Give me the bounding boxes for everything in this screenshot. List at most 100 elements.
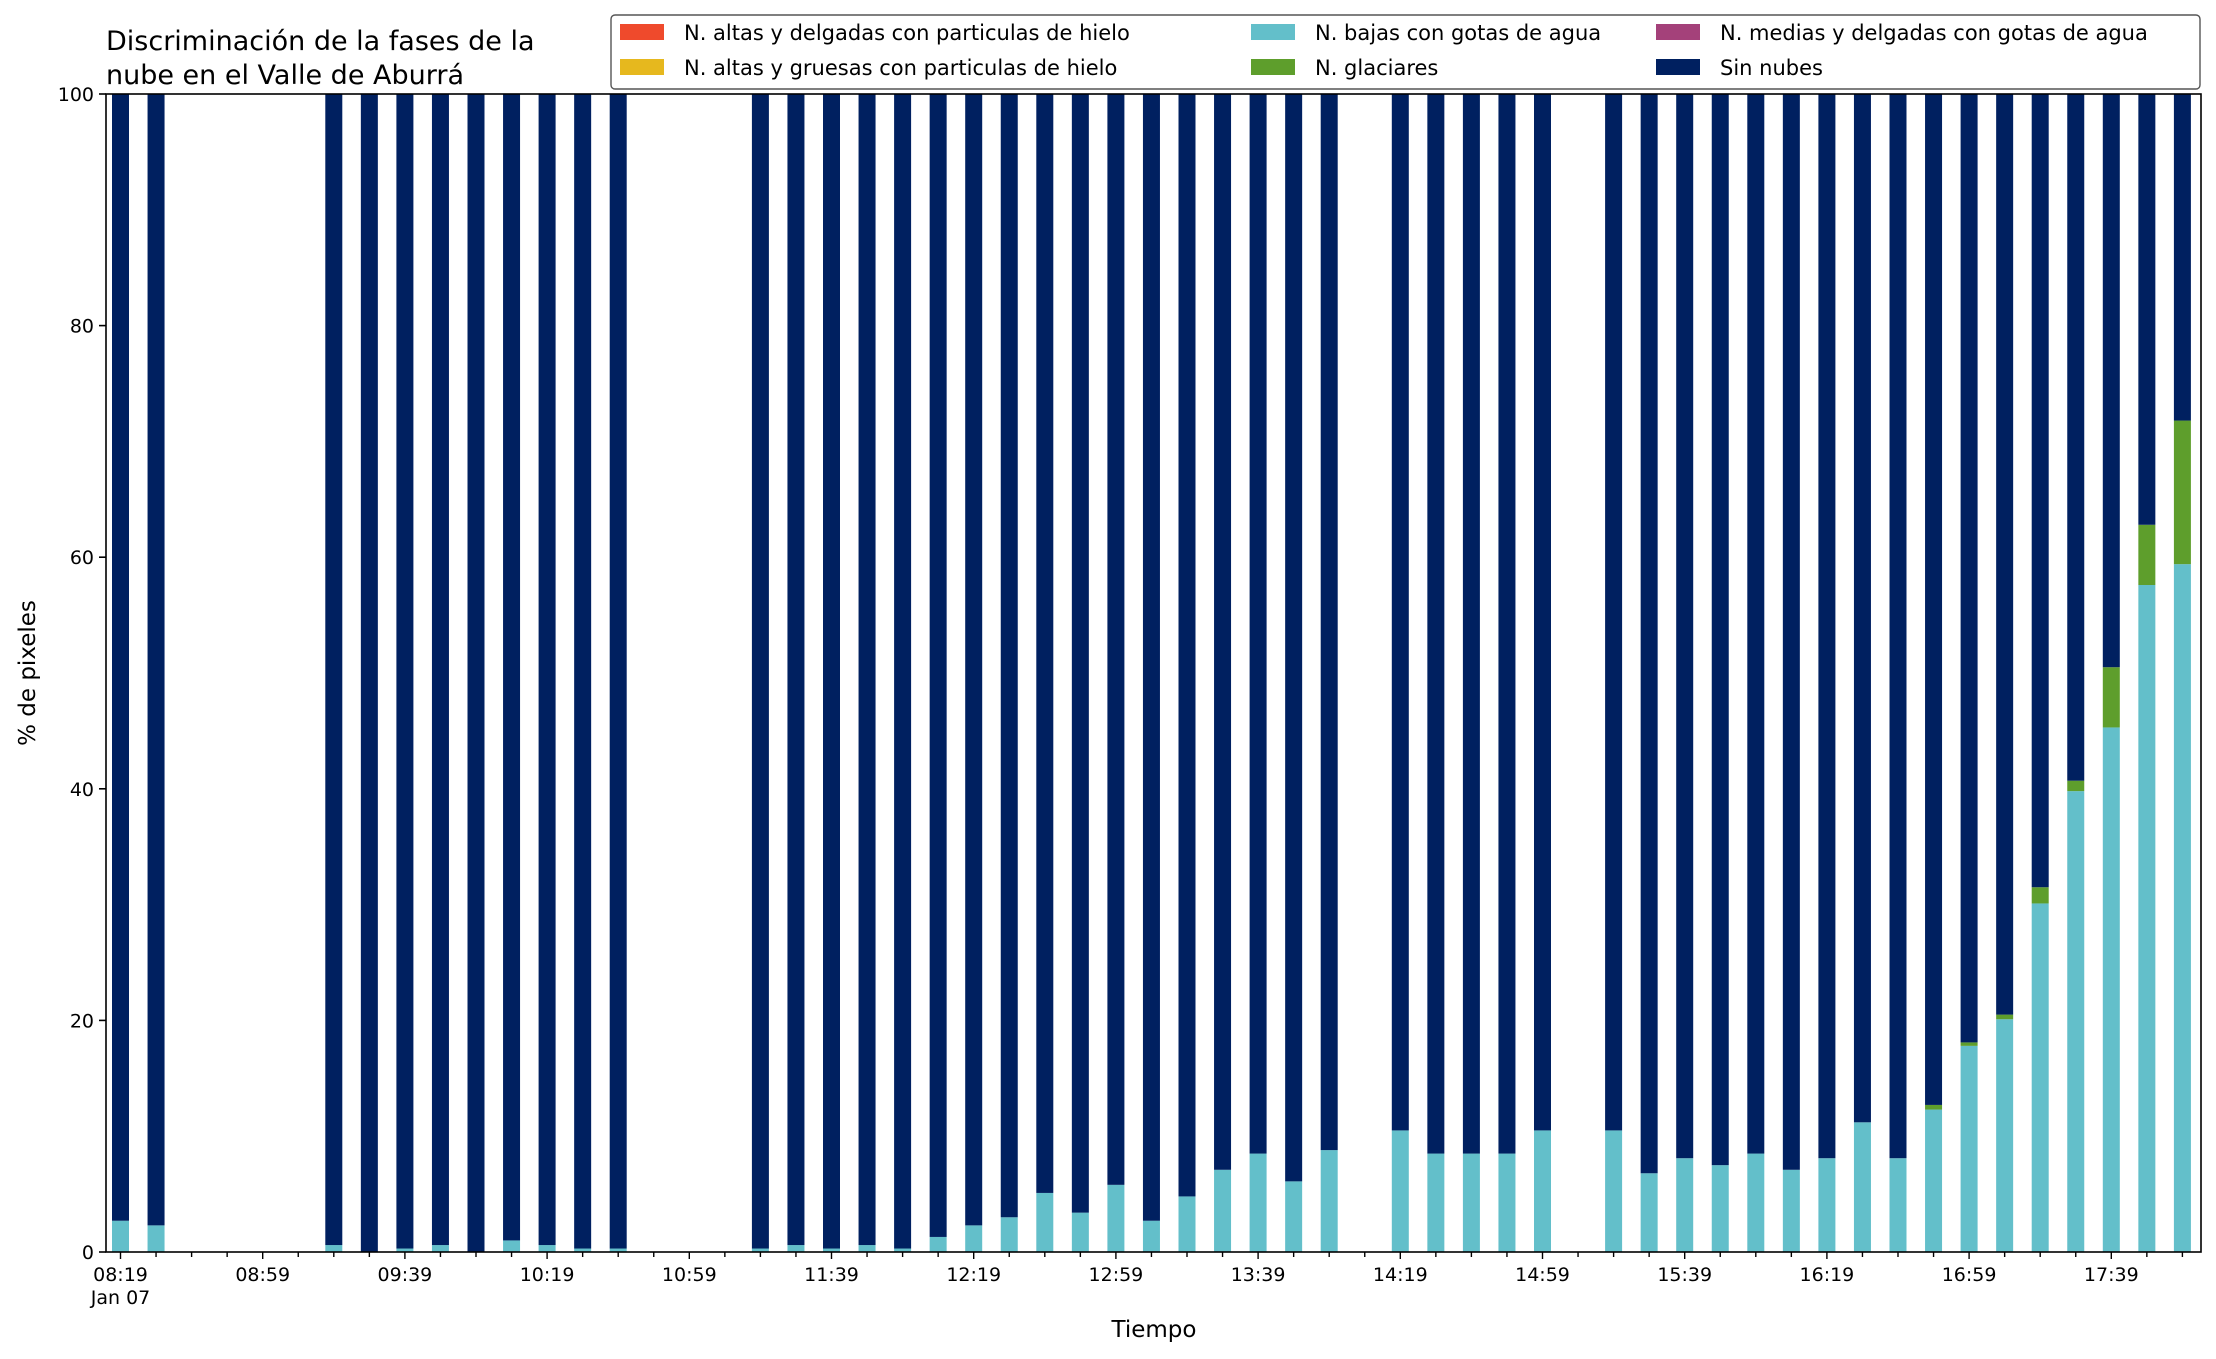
bar-segment-2-58: [2173, 564, 2191, 1252]
x-tick-label-11: 15:39: [1657, 1264, 1712, 1286]
x-tick-label-5: 11:39: [804, 1264, 859, 1286]
bar-segment-5-30: [1178, 94, 1196, 1197]
bar-segment-5-29: [1142, 94, 1160, 1221]
x-tick-label-8: 13:39: [1231, 1264, 1286, 1286]
bars-layer: [112, 94, 2191, 1252]
bar-segment-5-25: [1000, 94, 1018, 1218]
bar-segment-2-0: [112, 1220, 129, 1252]
x-tick-label-6: 12:19: [946, 1264, 1001, 1286]
x-tick-label-0: 08:19: [93, 1264, 148, 1286]
bar-segment-2-34: [1320, 1150, 1338, 1252]
x-tick-sublabel: Jan 07: [90, 1287, 151, 1309]
legend-label-4: N. glaciares: [1315, 56, 1438, 80]
bar-segment-2-50: [1889, 1158, 1907, 1252]
bar-segment-5-32: [1249, 94, 1267, 1154]
bar-segment-5-12: [538, 94, 556, 1246]
y-tick-label-0: 0: [82, 1242, 94, 1264]
bar-segment-5-52: [1960, 94, 1978, 1043]
bar-segment-5-58: [2173, 94, 2191, 421]
bar-segment-4-54: [2031, 887, 2049, 904]
legend-label-0: N. altas y delgadas con particulas de hi…: [684, 21, 1130, 45]
bar-segment-2-28: [1107, 1184, 1125, 1252]
bar-segment-5-44: [1676, 94, 1694, 1159]
bar-segment-5-13: [574, 94, 592, 1249]
bar-segment-2-19: [787, 1245, 805, 1252]
bar-segment-2-9: [431, 1245, 449, 1252]
bar-segment-2-46: [1747, 1153, 1765, 1252]
bar-segment-2-21: [858, 1245, 876, 1252]
legend-box: [610, 14, 2201, 90]
bar-segment-5-8: [396, 94, 414, 1249]
bar-segment-2-55: [2067, 791, 2085, 1252]
bar-segment-2-6: [325, 1245, 343, 1252]
bar-segment-5-57: [2138, 94, 2156, 525]
bar-segment-5-48: [1818, 94, 1836, 1159]
bar-segment-2-22: [894, 1248, 912, 1252]
bar-segment-5-45: [1711, 94, 1729, 1166]
bar-segment-2-8: [396, 1248, 414, 1252]
legend-swatch-5: [1656, 59, 1700, 75]
bar-segment-2-11: [503, 1240, 521, 1252]
y-axis: 0 20 40 60 80 100: [58, 84, 106, 1264]
bar-segment-5-28: [1107, 94, 1125, 1185]
bar-segment-5-24: [965, 94, 983, 1226]
bar-segment-5-36: [1391, 94, 1409, 1131]
bar-segment-5-34: [1320, 94, 1338, 1151]
bar-segment-4-56: [2102, 667, 2120, 728]
bar-segment-2-25: [1000, 1217, 1018, 1252]
x-tick-label-2: 09:39: [378, 1264, 433, 1286]
bar-segment-2-12: [538, 1245, 556, 1252]
legend-label-1: N. altas y gruesas con particulas de hie…: [684, 56, 1117, 80]
bar-segment-5-27: [1071, 94, 1089, 1213]
bar-segment-5-50: [1889, 94, 1907, 1159]
legend-swatch-3: [1656, 24, 1700, 40]
bar-segment-2-57: [2138, 584, 2156, 1252]
bar-segment-4-52: [1960, 1042, 1978, 1046]
bar-segment-5-9: [431, 94, 449, 1246]
bar-segment-2-40: [1534, 1130, 1551, 1252]
bar-segment-5-56: [2102, 94, 2120, 668]
y-axis-label: % de pixeles: [15, 600, 41, 746]
legend-swatch-2: [1251, 24, 1295, 40]
bar-segment-5-0: [112, 94, 129, 1221]
y-tick-label-5: 100: [58, 84, 94, 106]
bar-segment-5-31: [1214, 94, 1232, 1170]
legend-swatch-1: [620, 59, 664, 75]
bar-segment-2-54: [2031, 903, 2049, 1252]
bar-segment-2-49: [1853, 1122, 1871, 1252]
bar-segment-2-39: [1498, 1153, 1516, 1252]
x-tick-label-9: 14:19: [1373, 1264, 1428, 1286]
legend-label-3: N. medias y delgadas con gotas de agua: [1720, 21, 2148, 45]
x-tick-label-1: 08:59: [235, 1264, 290, 1286]
bar-segment-5-38: [1462, 94, 1480, 1154]
bar-segment-2-32: [1249, 1153, 1267, 1252]
bar-segment-4-57: [2138, 524, 2156, 585]
x-axis: 08:19 08:59 09:39 10:19 10:59 11:39 12:19 12:59…: [90, 1252, 2184, 1309]
bar-segment-4-53: [1996, 1014, 2014, 1020]
bar-segment-5-10: [467, 94, 485, 1252]
bar-segment-5-11: [503, 94, 521, 1241]
bar-segment-5-1: [147, 94, 165, 1226]
bar-segment-5-43: [1640, 94, 1658, 1174]
bar-segment-5-39: [1498, 94, 1516, 1154]
bar-segment-5-26: [1036, 94, 1054, 1193]
bar-segment-2-38: [1462, 1153, 1480, 1252]
chart-title-line-1: Discriminación de la fases de la: [106, 26, 535, 57]
bar-segment-2-45: [1711, 1165, 1729, 1252]
bar-segment-4-55: [2067, 780, 2085, 792]
x-tick-label-4: 10:59: [662, 1264, 717, 1286]
x-axis-label: Tiempo: [1111, 1317, 1197, 1343]
bar-segment-2-29: [1142, 1220, 1160, 1252]
bar-segment-2-33: [1285, 1181, 1303, 1252]
bar-segment-5-54: [2031, 94, 2049, 888]
bar-segment-5-37: [1427, 94, 1445, 1154]
x-tick-label-3: 10:19: [520, 1264, 575, 1286]
bar-segment-2-24: [965, 1225, 983, 1252]
bar-segment-5-21: [858, 94, 876, 1246]
plot-area-frame: [105, 93, 2202, 1253]
bar-segment-2-18: [751, 1248, 769, 1252]
bar-segment-5-55: [2067, 94, 2085, 781]
bar-segment-5-47: [1782, 94, 1800, 1170]
